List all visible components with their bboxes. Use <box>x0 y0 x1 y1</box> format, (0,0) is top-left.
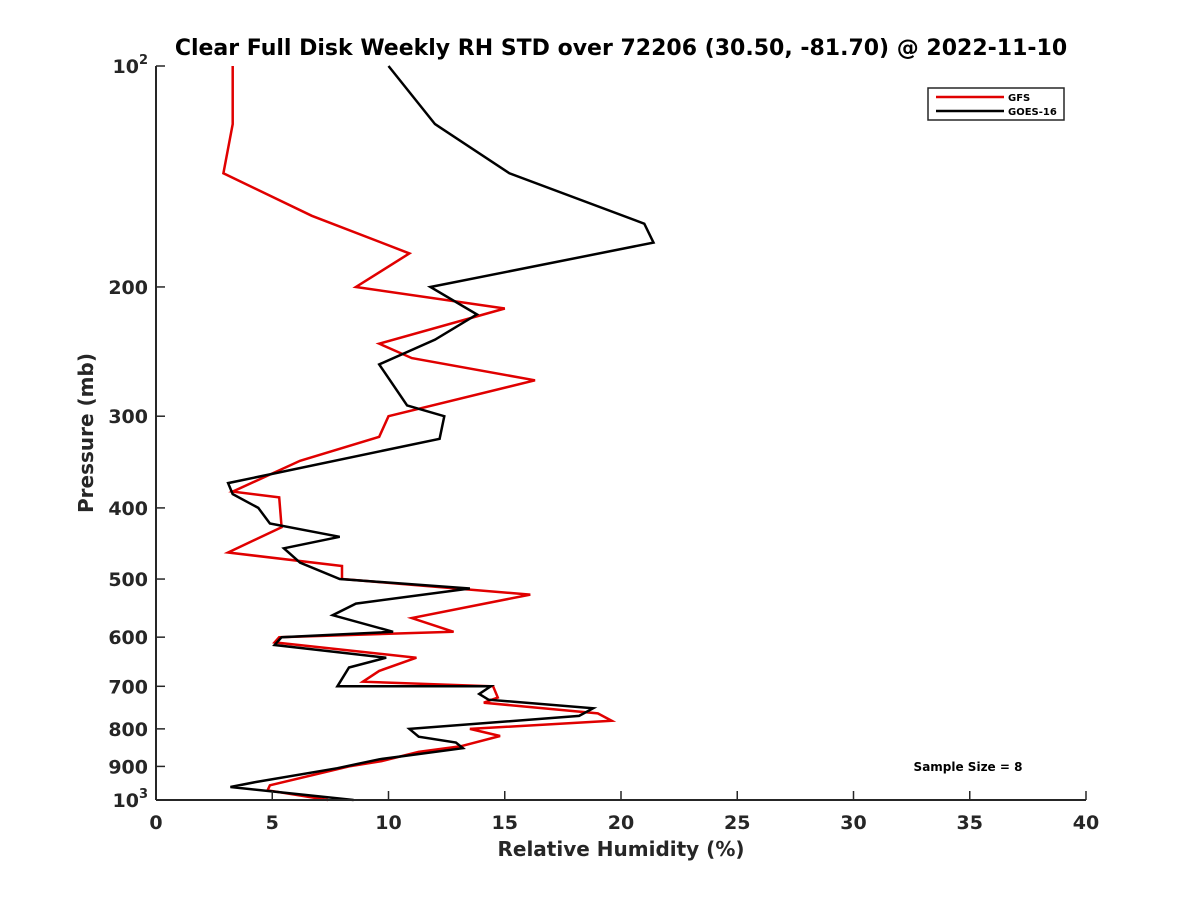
y-axis-ticks: 102 200 300 400 500 600 700 800 900 103 <box>108 53 165 812</box>
series-line-goes16 <box>226 65 656 802</box>
y-tick-label: 103 <box>113 787 149 812</box>
sample-size-annotation: Sample Size = 8 <box>914 760 1023 774</box>
series-line-gfs <box>221 66 617 802</box>
legend-label-goes16: GOES-16 <box>1008 107 1057 118</box>
legend-label-gfs: GFS <box>1008 93 1030 104</box>
y-tick-label: 700 <box>108 676 148 698</box>
x-tick-label: 35 <box>957 812 983 834</box>
legend: GFS GOES-16 <box>927 87 1065 121</box>
y-tick-label: 102 <box>113 53 149 78</box>
x-tick-label: 0 <box>149 812 162 834</box>
x-tick-label: 15 <box>492 812 518 834</box>
x-tick-label: 30 <box>840 812 866 834</box>
x-axis-label: Relative Humidity (%) <box>497 837 744 861</box>
legend-box <box>927 87 1065 121</box>
y-tick-label: 200 <box>108 277 148 299</box>
y-tick-label: 400 <box>108 498 148 520</box>
chart-title: Clear Full Disk Weekly RH STD over 72206… <box>175 36 1067 61</box>
y-tick-label: 900 <box>108 756 148 778</box>
x-tick-label: 5 <box>266 812 279 834</box>
x-tick-label: 25 <box>724 812 750 834</box>
y-tick-label: 600 <box>108 627 148 649</box>
x-tick-label: 10 <box>375 812 401 834</box>
series-layer <box>221 65 656 802</box>
y-tick-label: 300 <box>108 406 148 428</box>
plot-area <box>156 66 1086 800</box>
y-axis-label: Pressure (mb) <box>74 353 98 513</box>
y-tick-label: 500 <box>108 569 148 591</box>
x-tick-label: 40 <box>1073 812 1099 834</box>
x-axis-ticks: 0 5 10 15 20 25 30 35 40 <box>149 791 1099 834</box>
x-tick-label: 20 <box>608 812 634 834</box>
y-tick-label: 800 <box>108 719 148 741</box>
